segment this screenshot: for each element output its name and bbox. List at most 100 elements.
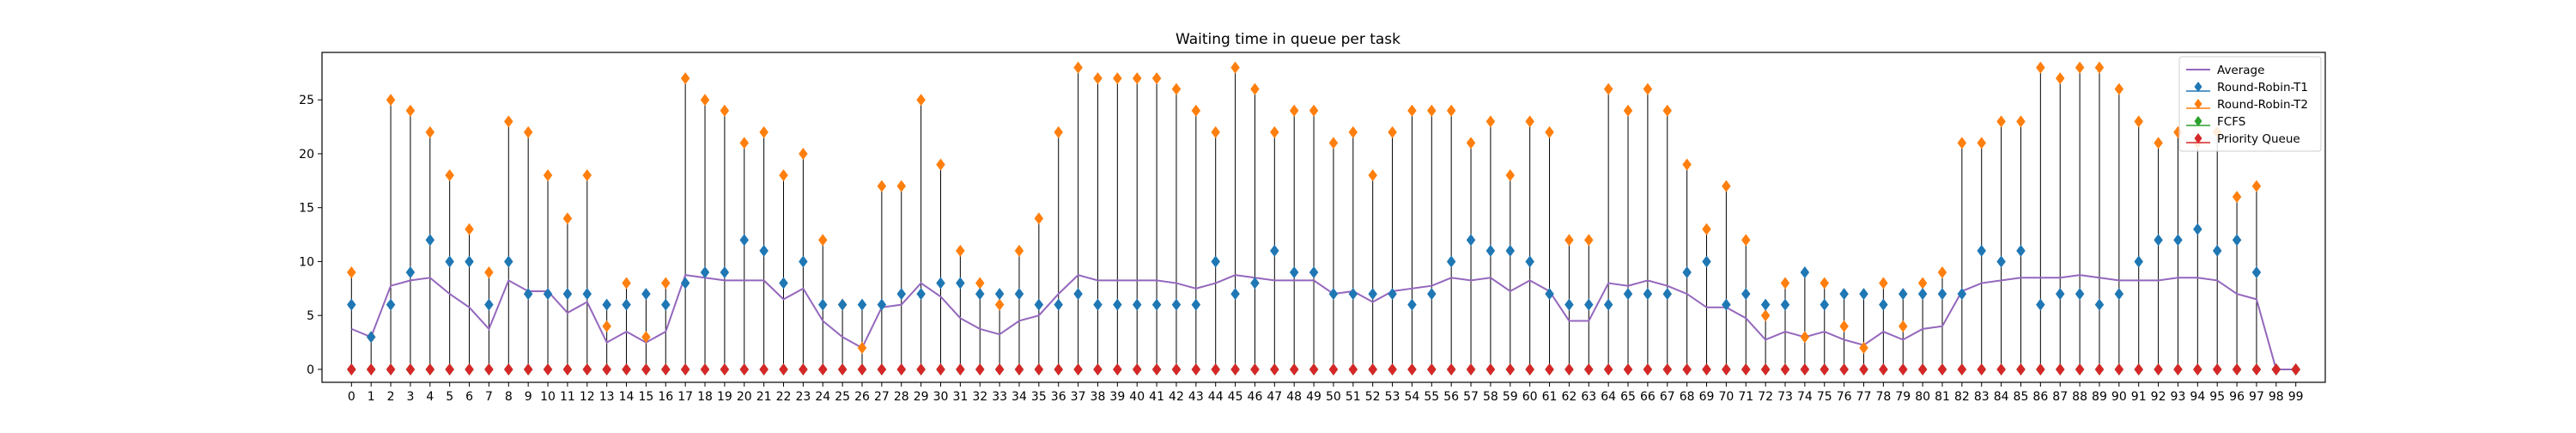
x-tick-label-86: 86: [2032, 390, 2048, 404]
round-robin-t1-marker-55: [1427, 288, 1437, 301]
x-tick-label-21: 21: [756, 390, 772, 404]
round-robin-t2-marker-15: [641, 331, 651, 344]
x-tick-label-38: 38: [1091, 390, 1106, 404]
x-tick-label-84: 84: [1994, 390, 2009, 404]
x-tick-label-98: 98: [2269, 390, 2284, 404]
round-robin-t1-marker-4: [425, 234, 435, 247]
priority-queue-marker-24: [818, 363, 828, 375]
round-robin-t1-marker-61: [1545, 288, 1554, 301]
legend-swatch-fcfs: [2194, 116, 2202, 126]
round-robin-t1-marker-28: [896, 288, 906, 301]
round-robin-t1-marker-10: [543, 288, 553, 301]
priority-queue-marker-60: [1525, 363, 1534, 375]
priority-queue-marker-20: [739, 363, 750, 375]
x-tick-label-96: 96: [2229, 390, 2245, 404]
priority-queue-marker-46: [1250, 363, 1260, 375]
x-tick-label-26: 26: [854, 390, 870, 404]
x-tick-label-20: 20: [737, 390, 752, 404]
priority-queue-marker-47: [1270, 363, 1279, 375]
priority-queue-marker-52: [1368, 363, 1377, 375]
priority-queue-marker-32: [975, 363, 985, 375]
round-robin-t2-marker-17: [680, 72, 690, 85]
round-robin-t1-marker-65: [1623, 288, 1633, 301]
x-tick-label-52: 52: [1365, 390, 1381, 404]
round-robin-t2-marker-72: [1760, 309, 1771, 322]
round-robin-t1-marker-63: [1584, 298, 1594, 311]
priority-queue-marker-37: [1073, 363, 1083, 375]
priority-queue-marker-2: [386, 363, 396, 375]
round-robin-t1-marker-34: [1014, 288, 1024, 301]
round-robin-t1-marker-77: [1859, 288, 1868, 301]
round-robin-t1-marker-20: [739, 234, 750, 247]
round-robin-t1-marker-27: [877, 298, 887, 311]
round-robin-t1-marker-38: [1093, 298, 1103, 311]
round-robin-t2-marker-77: [1859, 341, 1868, 354]
round-robin-t1-marker-6: [465, 255, 474, 268]
priority-queue-marker-38: [1093, 363, 1103, 375]
round-robin-t1-marker-89: [2094, 298, 2105, 311]
round-robin-t1-marker-31: [956, 277, 965, 290]
x-tick-label-42: 42: [1169, 390, 1184, 404]
x-tick-label-89: 89: [2092, 390, 2107, 404]
round-robin-t2-marker-65: [1623, 104, 1633, 117]
x-tick-label-72: 72: [1758, 390, 1773, 404]
round-robin-t2-marker-29: [916, 94, 926, 107]
priority-queue-marker-42: [1171, 363, 1182, 375]
priority-queue-marker-71: [1741, 363, 1751, 375]
priority-queue-marker-69: [1702, 363, 1711, 375]
x-tick-label-83: 83: [1974, 390, 1990, 404]
round-robin-t2-marker-56: [1446, 104, 1456, 117]
round-robin-t1-marker-50: [1328, 288, 1339, 301]
round-robin-t2-marker-3: [405, 104, 416, 117]
round-robin-t1-marker-91: [2134, 255, 2143, 268]
round-robin-t1-marker-49: [1309, 266, 1319, 278]
round-robin-t1-marker-18: [700, 266, 710, 278]
round-robin-t2-marker-5: [445, 169, 454, 182]
x-tick-label-78: 78: [1875, 390, 1891, 404]
round-robin-t2-marker-16: [661, 277, 671, 290]
round-robin-t1-marker-94: [2193, 223, 2202, 235]
priority-queue-marker-73: [1780, 363, 1790, 375]
round-robin-t2-marker-0: [347, 266, 356, 278]
round-robin-t1-marker-42: [1171, 298, 1182, 311]
round-robin-t2-marker-79: [1898, 320, 1908, 332]
round-robin-t1-marker-15: [641, 288, 651, 301]
round-robin-t2-marker-19: [720, 104, 730, 117]
round-robin-t2-marker-91: [2134, 115, 2143, 128]
x-tick-label-88: 88: [2072, 390, 2087, 404]
round-robin-t2-marker-7: [484, 266, 494, 278]
x-tick-label-64: 64: [1601, 390, 1616, 404]
x-tick-label-2: 2: [387, 390, 395, 404]
round-robin-t1-marker-87: [2055, 288, 2065, 301]
x-tick-label-29: 29: [914, 390, 929, 404]
round-robin-t2-marker-20: [739, 137, 750, 149]
round-robin-t1-marker-26: [857, 298, 867, 311]
round-robin-t1-marker-11: [562, 288, 573, 301]
series-round-robin-t2: [347, 61, 2300, 375]
round-robin-t2-marker-66: [1643, 82, 1653, 95]
x-tick-label-18: 18: [697, 390, 713, 404]
x-tick-label-94: 94: [2190, 390, 2205, 404]
x-tick-label-99: 99: [2288, 390, 2304, 404]
x-tick-label-7: 7: [485, 390, 493, 404]
round-robin-t1-marker-51: [1348, 288, 1358, 301]
round-robin-t2-marker-64: [1603, 82, 1613, 95]
round-robin-t1-marker-96: [2232, 234, 2242, 247]
x-tick-label-58: 58: [1483, 390, 1498, 404]
round-robin-t2-marker-68: [1682, 158, 1692, 171]
x-tick-label-17: 17: [677, 390, 693, 404]
round-robin-t1-marker-12: [582, 288, 592, 301]
round-robin-t1-marker-43: [1191, 298, 1201, 311]
round-robin-t2-marker-10: [543, 169, 553, 182]
priority-queue-marker-84: [1996, 363, 2006, 375]
round-robin-t1-marker-95: [2212, 244, 2222, 257]
round-robin-t2-marker-49: [1309, 104, 1319, 117]
round-robin-t1-marker-29: [916, 288, 926, 301]
x-tick-label-41: 41: [1149, 390, 1164, 404]
round-robin-t1-marker-30: [936, 277, 945, 290]
round-robin-t2-marker-6: [465, 223, 474, 235]
x-tick-label-61: 61: [1542, 390, 1558, 404]
round-robin-t2-marker-38: [1093, 72, 1103, 85]
